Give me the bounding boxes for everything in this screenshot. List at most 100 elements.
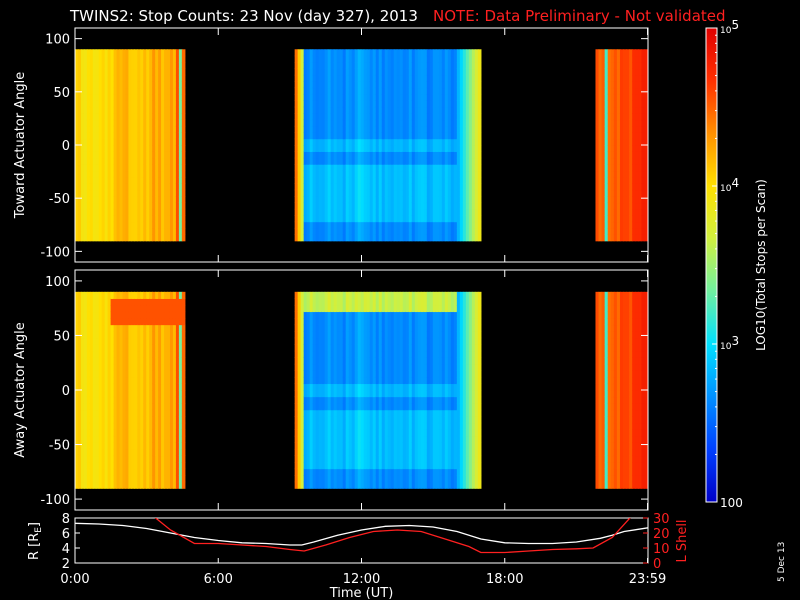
heatmap-cell — [86, 202, 91, 210]
heatmap-cell — [613, 106, 618, 114]
heatmap-cell — [113, 221, 118, 229]
heatmap-cell — [116, 93, 121, 101]
heatmap-cell — [619, 87, 624, 95]
heatmap-cell — [75, 350, 79, 358]
heatmap-cell — [77, 125, 82, 133]
heatmap-cell — [169, 455, 174, 463]
heatmap-cell — [604, 132, 609, 140]
heatmap-cell — [297, 409, 302, 417]
heatmap-cell — [104, 74, 109, 82]
heatmap-cell — [152, 100, 156, 108]
heatmap-cell — [381, 215, 386, 223]
y-tick-label: -50 — [49, 192, 70, 207]
heatmap-cell — [175, 383, 180, 391]
heatmap-cell — [336, 87, 341, 95]
heatmap-cell — [116, 318, 121, 326]
heatmap-cell — [321, 429, 326, 437]
heatmap-cell — [366, 55, 371, 63]
heatmap-cell — [113, 176, 118, 184]
heatmap-cell — [450, 221, 455, 229]
heatmap-cell — [101, 132, 106, 140]
heatmap-cell — [399, 106, 404, 114]
heatmap-cell — [459, 227, 464, 235]
heatmap-cell — [477, 189, 482, 197]
heatmap-cell — [351, 81, 356, 89]
heatmap-cell — [95, 202, 100, 210]
heatmap-cell — [169, 196, 174, 204]
heatmap-cell — [414, 74, 419, 82]
heatmap-cell — [375, 157, 380, 165]
heatmap-cell — [641, 183, 646, 191]
heatmap-cell — [363, 68, 368, 76]
heatmap-cell — [134, 448, 138, 457]
heatmap-cell — [318, 409, 323, 417]
heatmap-cell — [137, 344, 141, 352]
heatmap-cell — [453, 119, 458, 127]
heatmap-cell — [315, 221, 320, 229]
heatmap-cell — [375, 234, 380, 242]
heatmap-cell — [297, 119, 302, 127]
heatmap-cell — [80, 422, 85, 430]
heatmap-cell — [161, 119, 165, 127]
heatmap-cell — [125, 234, 130, 242]
heatmap-cell — [477, 221, 482, 229]
heatmap-cell — [77, 475, 82, 483]
heatmap-cell — [459, 183, 464, 191]
heatmap-cell — [638, 49, 642, 57]
heatmap-cell — [312, 138, 317, 146]
heatmap-cell — [601, 170, 606, 178]
heatmap-cell — [423, 202, 428, 210]
heatmap-cell — [468, 227, 473, 235]
heatmap-cell — [321, 62, 326, 70]
heatmap-cell — [477, 234, 482, 242]
heatmap-cell — [116, 324, 121, 332]
heatmap-cell — [297, 442, 302, 450]
heatmap-cell — [169, 462, 174, 470]
heatmap-cell — [122, 396, 127, 404]
heatmap-cell — [169, 376, 174, 385]
heatmap-cell — [80, 189, 85, 197]
heatmap-cell — [125, 215, 130, 223]
heatmap-cell — [366, 125, 371, 133]
heatmap-cell — [306, 189, 311, 197]
heatmap-cell — [447, 145, 452, 152]
heatmap-cell — [381, 176, 386, 184]
heatmap-cell — [426, 49, 431, 57]
heatmap-cell — [402, 106, 407, 114]
heatmap-cell — [152, 481, 156, 489]
heatmap-cell — [363, 125, 368, 133]
heatmap-cell — [137, 429, 141, 437]
heatmap-cell — [107, 164, 112, 172]
heatmap-cell — [303, 318, 308, 326]
heatmap-cell — [83, 435, 88, 443]
heatmap-cell — [456, 189, 461, 197]
heatmap-cell — [95, 298, 100, 306]
heatmap-cell — [161, 125, 165, 133]
heatmap-cell — [164, 390, 168, 398]
heatmap-cell — [128, 442, 132, 450]
heatmap-cell — [89, 221, 94, 229]
heatmap-cell — [107, 318, 112, 326]
heatmap-cell — [95, 475, 100, 483]
heatmap-cell — [453, 176, 458, 184]
heatmap-cell — [336, 215, 341, 223]
heatmap-cell — [462, 81, 467, 89]
heatmap-cell — [632, 208, 636, 216]
y-tick-label: 50 — [53, 86, 70, 101]
heatmap-cell — [172, 475, 177, 483]
heatmap-cell — [641, 176, 646, 184]
heatmap-cell — [104, 383, 109, 391]
heatmap-cell — [164, 442, 168, 450]
heatmap-cell — [297, 74, 302, 82]
heatmap-cell — [175, 227, 180, 235]
heatmap-cell — [327, 151, 332, 159]
heatmap-cell — [447, 100, 452, 108]
heatmap-cell — [626, 145, 630, 152]
heatmap-cell — [450, 176, 455, 184]
heatmap-cell — [474, 55, 479, 63]
heatmap-cell — [152, 189, 156, 197]
heatmap-cell — [607, 164, 612, 172]
heatmap-cell — [607, 49, 612, 57]
heatmap-cell — [80, 87, 85, 95]
heatmap-cell — [303, 87, 308, 95]
